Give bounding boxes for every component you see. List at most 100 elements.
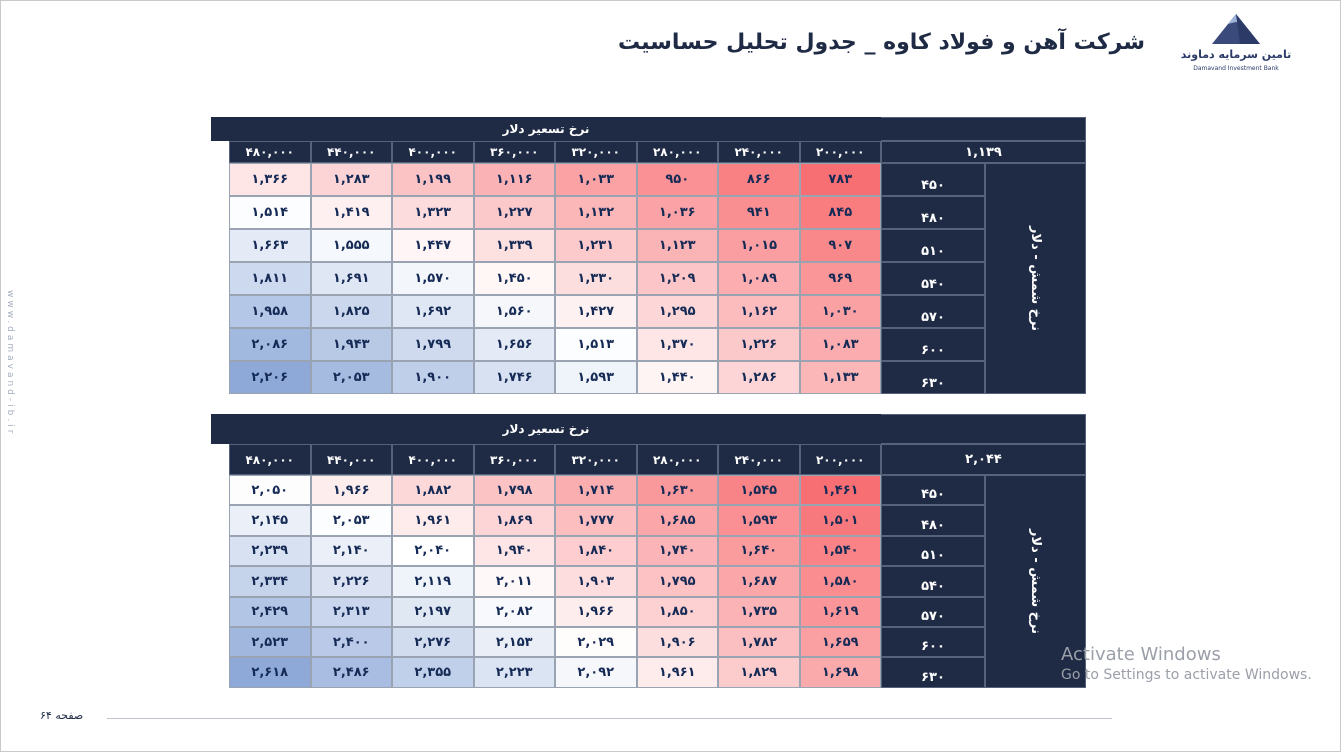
table-cell: ۱,۷۷۷ — [555, 505, 637, 536]
table-cell: ۲,۳۱۳ — [310, 596, 392, 627]
table-cell: ۱,۴۵۰ — [473, 262, 555, 295]
table-cell: ۲,۰۵۳ — [310, 505, 392, 536]
table-cell: ۱,۱۶۲ — [718, 295, 800, 328]
table-cell: ۲,۱۴۵ — [229, 505, 311, 536]
table-cell: ۱,۸۱۱ — [229, 262, 311, 295]
table-cell: ۱,۷۹۸ — [473, 475, 555, 506]
table-cell: ۱,۳۷۰ — [636, 328, 718, 361]
table-cell: ۱,۵۱۴ — [229, 196, 311, 229]
table-cell: ۱,۸۲۵ — [310, 295, 392, 328]
logo-name-en: Damavand Investment Bank — [1193, 65, 1279, 72]
table-cell: ۱,۳۳۹ — [473, 229, 555, 262]
row-header: ۴۸۰ — [881, 196, 985, 229]
table-cell: ۱,۸۸۲ — [392, 475, 474, 506]
table-cell: ۱,۶۴۰ — [718, 535, 800, 567]
table-cell: ۷۸۳ — [799, 163, 881, 196]
row-header: ۵۴۰ — [881, 262, 985, 295]
table-cell: ۱,۹۰۰ — [392, 361, 474, 394]
table-cell: ۲,۱۴۰ — [310, 535, 392, 567]
column-header: ۲۰۰,۰۰۰ — [799, 141, 881, 163]
table-cell: ۱,۰۳۳ — [555, 163, 637, 196]
table-cell: ۱,۰۸۳ — [799, 328, 881, 361]
table-cell: ۱,۷۴۰ — [636, 535, 718, 567]
eps-value: ۱,۱۳۹ — [881, 141, 1086, 163]
table-cell: ۲,۰۵۳ — [310, 361, 392, 394]
table-cell: ۹۴۱ — [718, 196, 800, 229]
row-header: ۴۵۰ — [881, 475, 985, 506]
table-cell: ۱,۶۵۶ — [473, 328, 555, 361]
table-cell: ۲,۰۴۰ — [392, 535, 474, 567]
eps-value: ۲,۰۴۴ — [881, 444, 1086, 475]
table-cell: ۱,۲۰۹ — [636, 262, 718, 295]
column-header: ۳۶۰,۰۰۰ — [473, 141, 555, 163]
footer-divider — [107, 718, 1112, 719]
table-cell: ۱,۹۶۱ — [636, 657, 718, 688]
row-header: ۶۰۰ — [881, 627, 985, 658]
table-cell: ۱,۵۷۰ — [392, 262, 474, 295]
table-cell: ۱,۵۶۰ — [473, 295, 555, 328]
fx-rate-label: نرخ تسعیر دلار — [211, 117, 881, 141]
watermark-line-2: Go to Settings to activate Windows. — [1061, 667, 1312, 683]
table-cell: ۱,۳۶۶ — [229, 163, 311, 196]
table-cell: ۱,۲۲۷ — [473, 196, 555, 229]
table-cell: ۱,۴۴۰ — [636, 361, 718, 394]
row-header: ۵۴۰ — [881, 566, 985, 597]
table-cell: ۱,۰۳۶ — [636, 196, 718, 229]
table-cell: ۲,۴۲۹ — [229, 596, 311, 627]
column-header: ۳۲۰,۰۰۰ — [555, 444, 637, 475]
table-cell: ۱,۹۵۸ — [229, 295, 311, 328]
logo-name-fa: تامین سرمایه دماوند — [1180, 48, 1292, 61]
table-cell: ۱,۱۱۶ — [473, 163, 555, 196]
table-cell: ۱,۹۶۶ — [310, 475, 392, 506]
table-cell: ۱,۶۹۸ — [799, 657, 881, 688]
table-cell: ۲,۱۱۹ — [392, 566, 474, 597]
column-header: ۲۴۰,۰۰۰ — [718, 141, 800, 163]
page-number: صفحه ۶۴ — [40, 709, 84, 722]
table-cell: ۱,۵۱۳ — [555, 328, 637, 361]
row-header: ۶۳۰ — [881, 657, 985, 688]
column-header: ۳۲۰,۰۰۰ — [555, 141, 637, 163]
table-cell: ۱,۹۰۶ — [636, 627, 718, 658]
table-cell: ۲,۳۳۴ — [229, 566, 311, 597]
table-cell: ۲,۲۲۶ — [310, 566, 392, 597]
table-cell: ۱,۵۴۰ — [799, 535, 881, 567]
sensitivity-table-1401: سود هر سهم ۱۴۰۱نرخ تسعیر دلار۲۰۰,۰۰۰۲۴۰,… — [211, 117, 1086, 394]
table-cell: ۱,۶۹۲ — [392, 295, 474, 328]
table-cell: ۱,۲۸۶ — [718, 361, 800, 394]
row-axis-label: نرخ شمش - دلار — [985, 475, 1086, 688]
table-cell: ۲,۰۲۹ — [555, 627, 637, 658]
column-header: ۴۴۰,۰۰۰ — [310, 444, 392, 475]
column-header: ۴۴۰,۰۰۰ — [310, 141, 392, 163]
column-header: ۴۸۰,۰۰۰ — [229, 141, 311, 163]
table-cell: ۸۶۶ — [718, 163, 800, 196]
row-header: ۶۳۰ — [881, 361, 985, 394]
table-cell: ۱,۶۸۵ — [636, 505, 718, 536]
table-cell: ۲,۲۰۶ — [229, 361, 311, 394]
row-header: ۴۵۰ — [881, 163, 985, 196]
row-header: ۵۷۰ — [881, 295, 985, 328]
table-cell: ۹۵۰ — [636, 163, 718, 196]
mountain-logo-icon — [1212, 14, 1260, 44]
column-header: ۲۸۰,۰۰۰ — [636, 444, 718, 475]
table-cell: ۱,۵۴۵ — [718, 475, 800, 506]
table-cell: ۱,۴۴۷ — [392, 229, 474, 262]
table-cell: ۱,۵۸۰ — [799, 566, 881, 597]
table-cell: ۲,۴۰۰ — [310, 627, 392, 658]
table-cell: ۱,۱۹۹ — [392, 163, 474, 196]
row-header: ۵۱۰ — [881, 229, 985, 262]
table-cell: ۱,۷۸۲ — [718, 627, 800, 658]
table-cell: ۱,۰۳۰ — [799, 295, 881, 328]
table-cell: ۱,۱۳۲ — [555, 196, 637, 229]
table-cell: ۱,۷۹۹ — [392, 328, 474, 361]
column-header: ۴۸۰,۰۰۰ — [229, 444, 311, 475]
table-cell: ۱,۴۶۱ — [799, 475, 881, 506]
table-cell: ۱,۲۸۳ — [310, 163, 392, 196]
table-cell: ۲,۱۹۷ — [392, 596, 474, 627]
table-cell: ۱,۳۲۳ — [392, 196, 474, 229]
page-title: شرکت آهن و فولاد کاوه _ جدول تحلیل حساسی… — [618, 30, 1145, 55]
table-cell: ۱,۴۲۷ — [555, 295, 637, 328]
table-cell: ۱,۵۹۳ — [718, 505, 800, 536]
table-cell: ۱,۰۱۵ — [718, 229, 800, 262]
table-cell: ۱,۷۹۵ — [636, 566, 718, 597]
table-cell: ۱,۹۴۰ — [473, 535, 555, 567]
